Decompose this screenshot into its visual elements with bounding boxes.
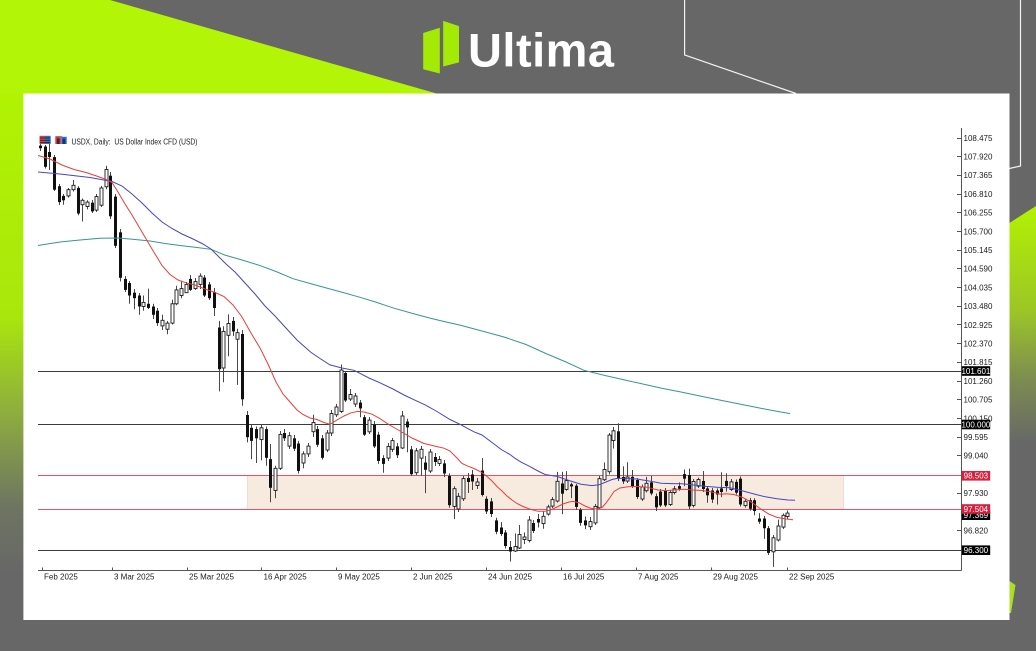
svg-text:99.595: 99.595 (964, 433, 989, 442)
svg-text:104.035: 104.035 (964, 283, 993, 292)
svg-text:107.365: 107.365 (964, 171, 993, 180)
svg-text:104.590: 104.590 (964, 265, 993, 274)
svg-text:100.150: 100.150 (964, 414, 993, 423)
svg-text:24 Jun 2025: 24 Jun 2025 (488, 572, 533, 581)
svg-text:3 Mar 2025: 3 Mar 2025 (114, 572, 155, 581)
svg-text:97.504: 97.504 (964, 505, 989, 514)
svg-text:16 Apr 2025: 16 Apr 2025 (264, 572, 308, 581)
svg-text:USDX, Daily: US Dollar Index: USDX, Daily: US Dollar Index CFD (USD) (72, 137, 198, 146)
svg-text:103.480: 103.480 (964, 302, 993, 311)
svg-text:102.925: 102.925 (964, 321, 993, 330)
svg-text:2 Jun 2025: 2 Jun 2025 (413, 572, 453, 581)
svg-text:105.145: 105.145 (964, 246, 993, 255)
svg-text:106.255: 106.255 (964, 209, 993, 218)
svg-text:7 Aug 2025: 7 Aug 2025 (638, 572, 679, 581)
svg-text:102.370: 102.370 (964, 340, 993, 349)
svg-text:97.369: 97.369 (964, 511, 989, 520)
svg-text:16 Jul 2025: 16 Jul 2025 (563, 572, 605, 581)
svg-text:98.503: 98.503 (964, 472, 989, 481)
svg-text:Ultima: Ultima (468, 24, 615, 77)
svg-text:101.260: 101.260 (964, 377, 993, 386)
svg-text:101.601: 101.601 (961, 367, 990, 376)
svg-text:108.475: 108.475 (964, 134, 993, 143)
svg-text:9 May 2025: 9 May 2025 (338, 572, 380, 581)
svg-text:100.000: 100.000 (961, 420, 990, 429)
svg-text:106.810: 106.810 (964, 190, 993, 199)
svg-text:22 Sep 2025: 22 Sep 2025 (789, 572, 835, 581)
svg-text:Feb 2025: Feb 2025 (44, 572, 78, 581)
svg-text:97.930: 97.930 (964, 489, 989, 498)
svg-text:101.815: 101.815 (964, 358, 993, 367)
svg-text:96.820: 96.820 (964, 527, 989, 536)
svg-text:107.920: 107.920 (964, 153, 993, 162)
svg-text:96.300: 96.300 (964, 546, 989, 555)
svg-text:105.700: 105.700 (964, 227, 993, 236)
svg-text:25 Mar 2025: 25 Mar 2025 (189, 572, 234, 581)
svg-text:99.040: 99.040 (964, 452, 989, 461)
svg-text:100.705: 100.705 (964, 396, 993, 405)
svg-text:29 Aug 2025: 29 Aug 2025 (713, 572, 758, 581)
